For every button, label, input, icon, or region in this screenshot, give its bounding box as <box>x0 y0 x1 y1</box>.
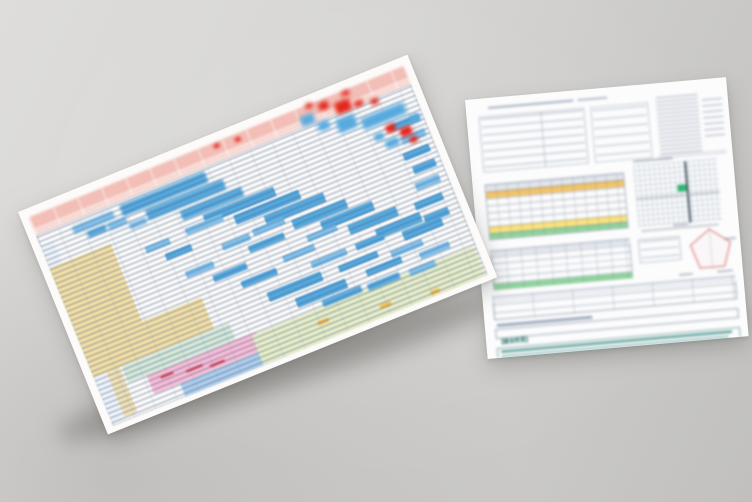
pentagon-label <box>678 272 694 277</box>
top-right-list <box>701 97 726 142</box>
pentagon-radar-chart <box>681 223 741 276</box>
report-title-line <box>487 99 574 110</box>
mini-table-rows <box>639 237 680 263</box>
top-left-table-rows <box>480 109 587 172</box>
top-dense-text <box>655 93 703 160</box>
assessment-report-sheet: 【総合所見】 <box>465 77 749 360</box>
detail-table-cols <box>490 238 634 291</box>
pentagon-svg <box>689 227 732 270</box>
pentagon-label <box>716 269 733 273</box>
score-table-outline <box>484 172 629 241</box>
top-mid-table-rows <box>592 105 651 161</box>
assessment-report-content: 【総合所見】 <box>465 77 749 360</box>
grid-chart-marker <box>677 184 687 192</box>
report-title-line <box>577 96 608 102</box>
